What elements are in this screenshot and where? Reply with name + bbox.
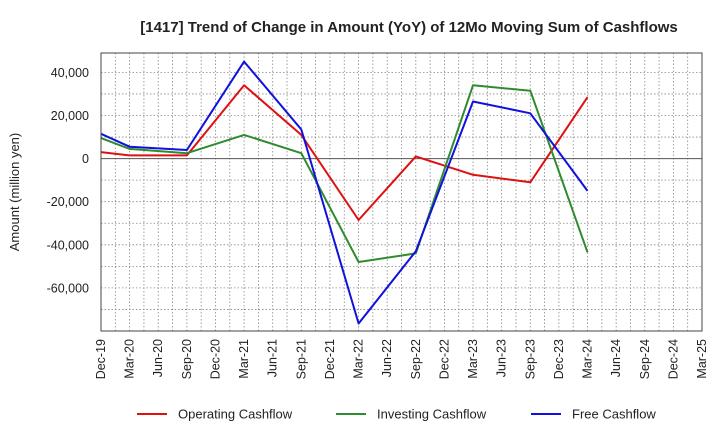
x-tick-label: Dec-24 <box>666 339 680 379</box>
legend-label: Free Cashflow <box>572 407 656 422</box>
y-tick-label: 0 <box>82 152 89 166</box>
x-tick-label: Mar-20 <box>123 339 137 379</box>
grid <box>100 53 703 331</box>
x-tick-label: Dec-20 <box>208 339 222 379</box>
y-tick-labels: 40,000 20,000 0 -20,000 -40,000 -60,000 <box>47 66 89 296</box>
x-tick-label: Jun-24 <box>609 339 623 377</box>
x-tick-label: Mar-25 <box>695 339 709 379</box>
legend-label: Operating Cashflow <box>178 407 293 422</box>
x-tick-label: Jun-22 <box>380 339 394 377</box>
x-tick-label: Sep-24 <box>638 339 652 379</box>
x-tick-labels: Dec-19 Mar-20 Jun-20 Sep-20 Dec-20 Mar-21 Jun-… <box>94 339 709 379</box>
x-tick-label: Sep-22 <box>409 339 423 379</box>
legend-label: Investing Cashflow <box>377 407 487 422</box>
x-tick-label: Mar-23 <box>466 339 480 379</box>
x-tick-label: Sep-21 <box>294 339 308 379</box>
chart-title: [1417] Trend of Change in Amount (YoY) o… <box>140 19 678 36</box>
x-tick-label: Sep-23 <box>523 339 537 379</box>
series-line-free-cashflow <box>100 60 589 325</box>
x-tick-label: Jun-21 <box>266 339 280 377</box>
series-line-investing-cashflow <box>100 84 589 263</box>
y-tick-label: 20,000 <box>51 109 89 123</box>
x-tick-label: Dec-22 <box>437 339 451 379</box>
x-tick-label: Mar-24 <box>581 339 595 379</box>
x-tick-label: Dec-19 <box>94 339 108 379</box>
plot-frame <box>100 52 703 332</box>
x-tick-label: Dec-23 <box>552 339 566 379</box>
legend: Operating Cashflow Investing Cashflow Free… <box>137 407 656 422</box>
y-tick-label: -20,000 <box>47 195 89 209</box>
y-tick-label: 40,000 <box>51 66 89 80</box>
x-tick-label: Mar-22 <box>352 339 366 379</box>
x-tick-label: Dec-21 <box>323 339 337 379</box>
x-tick-label: Mar-21 <box>237 339 251 379</box>
series-lines <box>100 60 589 325</box>
x-tick-label: Jun-23 <box>495 339 509 377</box>
series-line-operating-cashflow <box>100 84 589 221</box>
y-axis-label: Amount (million yen) <box>7 133 22 252</box>
y-tick-label: -40,000 <box>47 238 89 252</box>
x-tick-label: Jun-20 <box>151 339 165 377</box>
x-tick-label: Sep-20 <box>180 339 194 379</box>
y-tick-label: -60,000 <box>47 281 89 295</box>
